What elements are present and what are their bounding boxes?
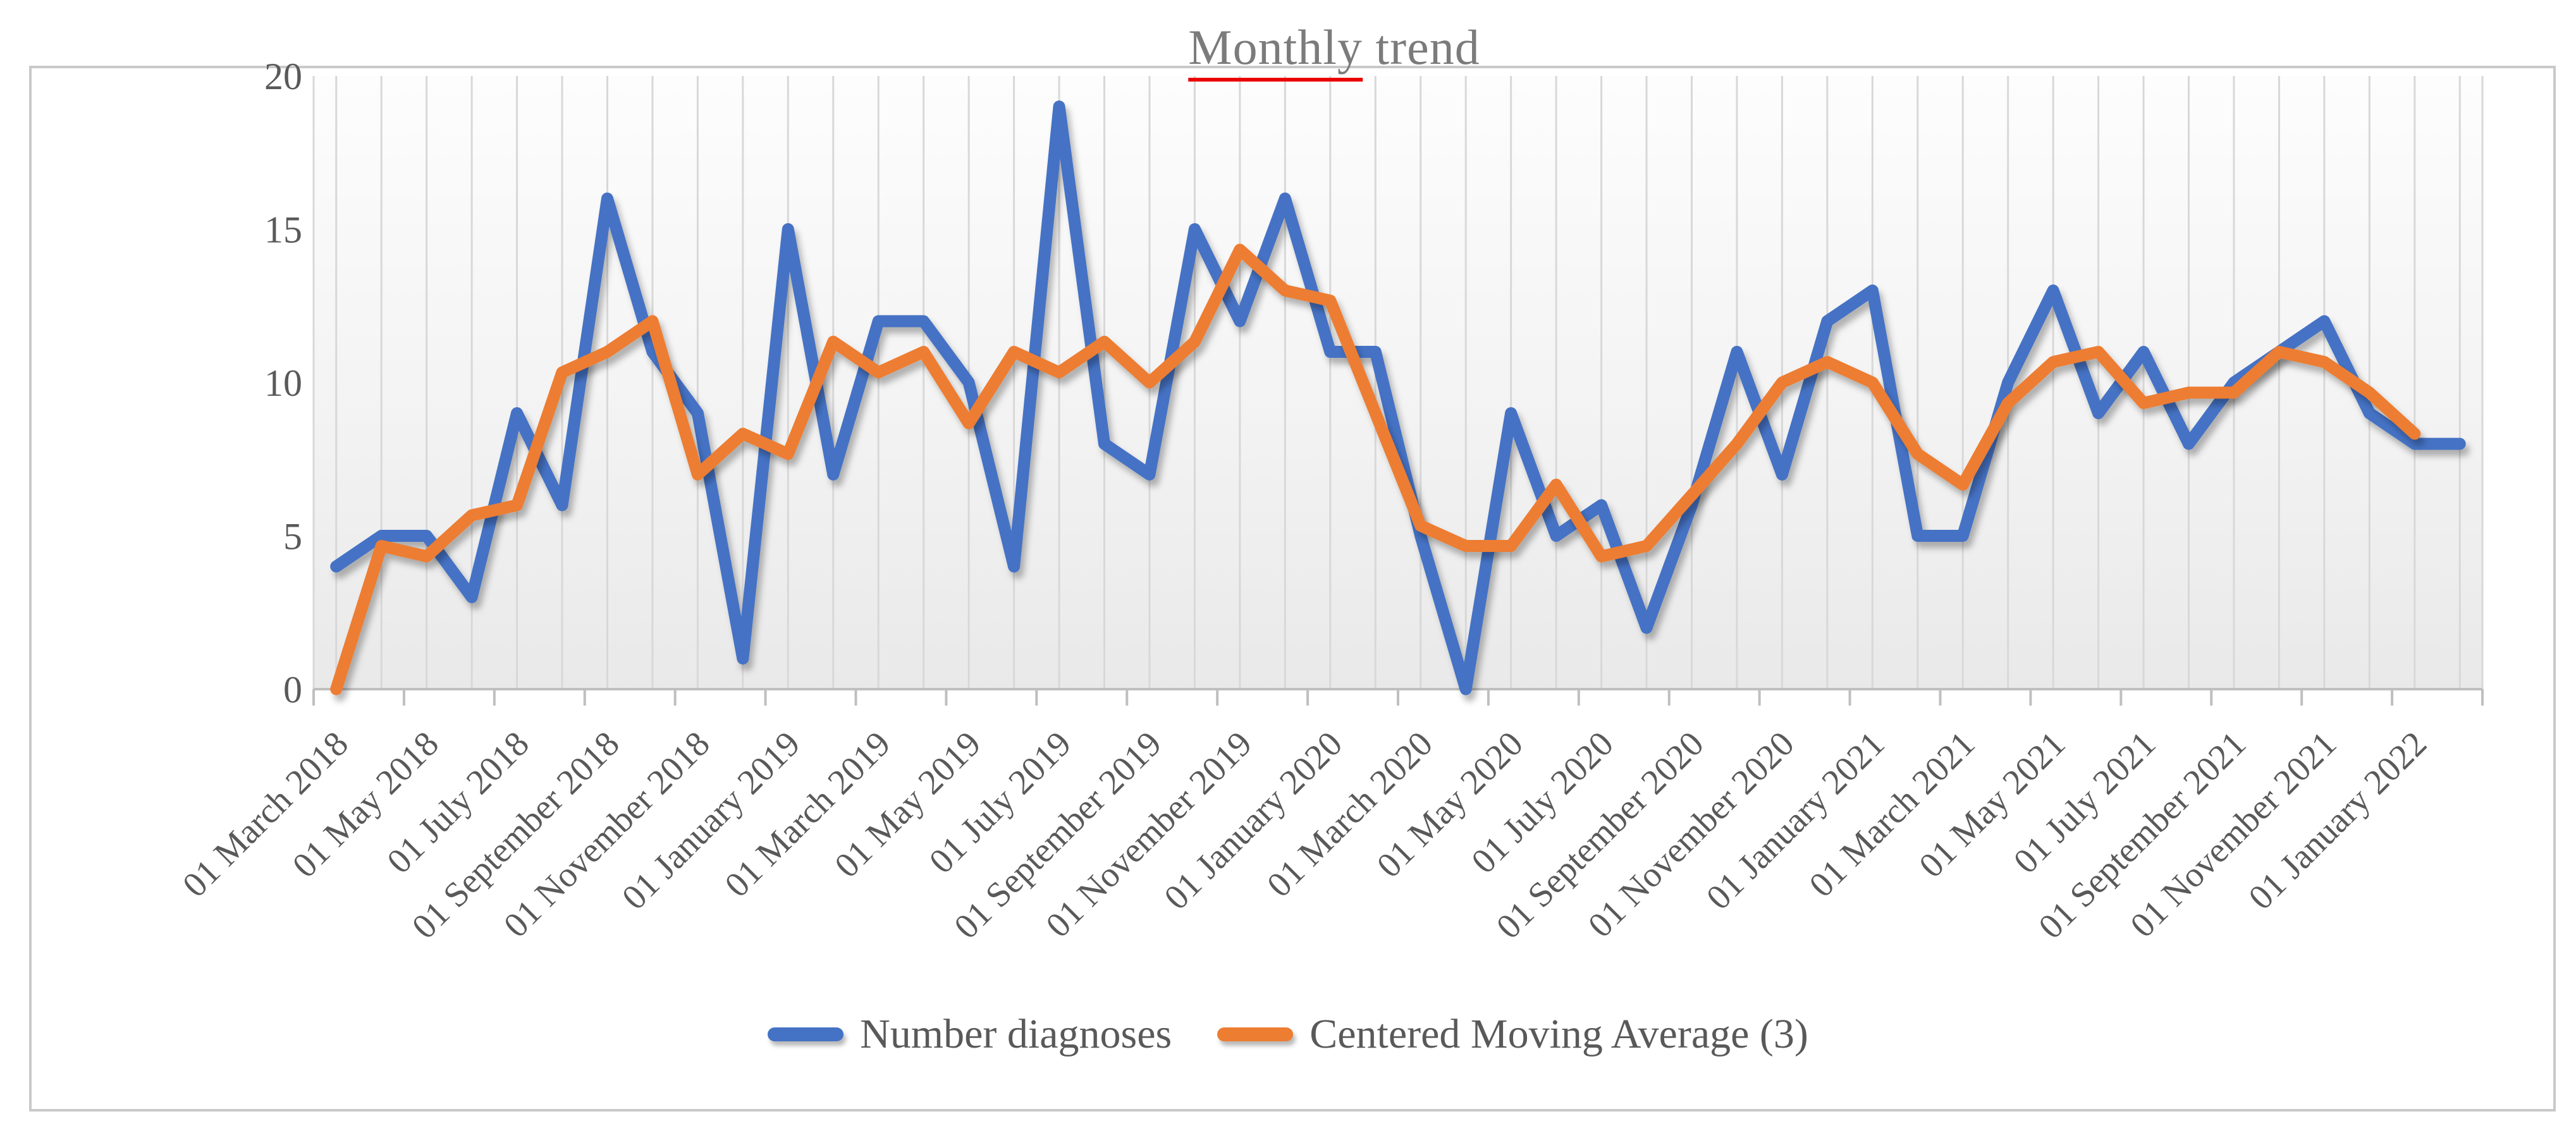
legend-label-moving-average: Centered Moving Average (3)	[1309, 1011, 1808, 1057]
svg-text:10: 10	[264, 362, 302, 404]
legend-label-number-diagnoses: Number diagnoses	[860, 1011, 1172, 1057]
chart-title-word-underlined: Monthly	[1188, 20, 1363, 82]
svg-text:0: 0	[283, 669, 302, 711]
chart-title-word-rest: trend	[1362, 20, 1480, 75]
chart-legend: Number diagnoses Centered Moving Average…	[0, 1010, 2576, 1058]
legend-swatch-number-diagnoses	[768, 1027, 844, 1041]
svg-text:5: 5	[283, 516, 302, 558]
series-line-moving-average	[330, 243, 2421, 695]
chart-title: Monthly trend	[1188, 19, 1480, 82]
x-axis	[312, 688, 2484, 706]
legend-item-moving-average: Centered Moving Average (3)	[1217, 1010, 1808, 1058]
legend-item-number-diagnoses: Number diagnoses	[768, 1010, 1172, 1058]
legend-swatch-moving-average	[1217, 1027, 1294, 1041]
y-axis-labels: 0 5 10 15 20	[264, 56, 302, 711]
series-line-number-diagnoses	[330, 101, 2466, 695]
svg-text:15: 15	[264, 209, 302, 251]
svg-text:20: 20	[264, 56, 302, 97]
